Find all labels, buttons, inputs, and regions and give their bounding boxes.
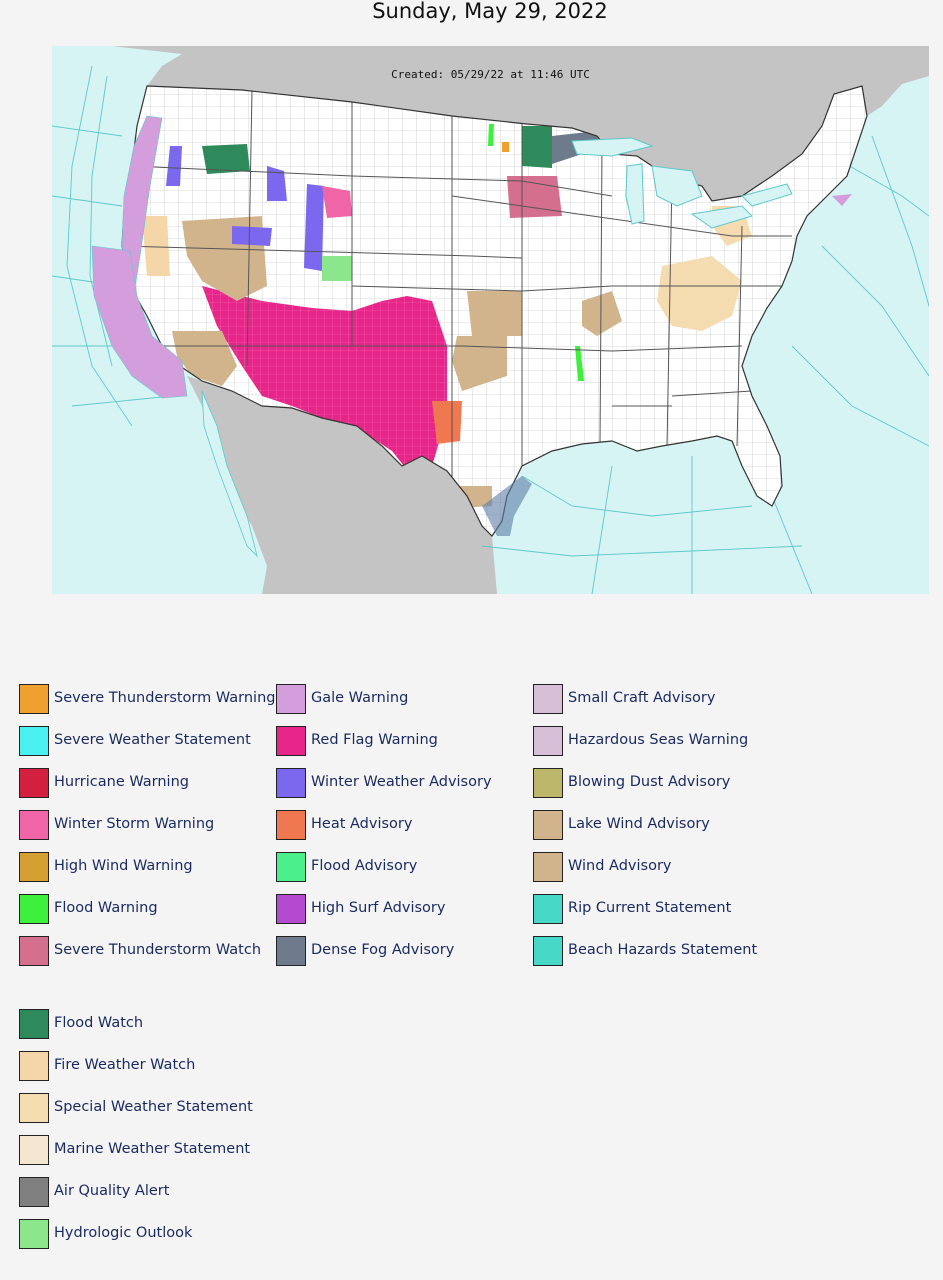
legend-label: Hazardous Seas Warning bbox=[568, 732, 749, 748]
legend-label: Dense Fog Advisory bbox=[311, 942, 455, 958]
legend-label: Severe Thunderstorm Warning bbox=[54, 690, 276, 706]
page-date-title: Sunday, May 29, 2022 bbox=[372, 0, 608, 23]
legend-label: Flood Warning bbox=[54, 900, 158, 916]
legend-label: High Wind Warning bbox=[54, 858, 193, 874]
legend-swatch bbox=[533, 936, 563, 966]
legend-label: Red Flag Warning bbox=[311, 732, 438, 748]
legend-label: Rip Current Statement bbox=[568, 900, 732, 916]
legend-swatch bbox=[533, 684, 563, 714]
legend-swatch bbox=[19, 1135, 49, 1165]
legend-swatch bbox=[533, 726, 563, 756]
us-hazard-map-graphic bbox=[52, 46, 929, 594]
legend-swatch bbox=[19, 768, 49, 798]
legend-label: Winter Weather Advisory bbox=[311, 774, 492, 790]
legend-swatch bbox=[276, 684, 306, 714]
legend-label: Beach Hazards Statement bbox=[568, 942, 758, 958]
legend-label: Blowing Dust Advisory bbox=[568, 774, 731, 790]
hazard-map[interactable]: Created: 05/29/22 at 11:46 UTC bbox=[52, 46, 929, 594]
legend-swatch bbox=[276, 726, 306, 756]
legend-swatch bbox=[19, 684, 49, 714]
legend-label: Wind Advisory bbox=[568, 858, 672, 874]
legend-swatch bbox=[533, 810, 563, 840]
legend-label: High Surf Advisory bbox=[311, 900, 446, 916]
legend-label: Special Weather Statement bbox=[54, 1099, 253, 1115]
legend-swatch bbox=[533, 852, 563, 882]
legend-swatch bbox=[276, 810, 306, 840]
legend-label: Hurricane Warning bbox=[54, 774, 189, 790]
legend-label: Severe Thunderstorm Watch bbox=[54, 942, 262, 958]
legend-swatch bbox=[533, 768, 563, 798]
legend-label: Winter Storm Warning bbox=[54, 816, 215, 832]
legend-label: Flood Watch bbox=[54, 1015, 144, 1031]
legend-label: Severe Weather Statement bbox=[54, 732, 251, 748]
legend-swatch bbox=[276, 768, 306, 798]
legend-swatch bbox=[19, 1051, 49, 1081]
legend-swatch bbox=[19, 810, 49, 840]
legend-swatch bbox=[19, 1009, 49, 1039]
legend-swatch bbox=[19, 1177, 49, 1207]
created-timestamp: Created: 05/29/22 at 11:46 UTC bbox=[391, 68, 590, 81]
legend-swatch bbox=[19, 726, 49, 756]
legend-label: Fire Weather Watch bbox=[54, 1057, 196, 1073]
legend-label: Air Quality Alert bbox=[54, 1183, 170, 1199]
legend-swatch bbox=[19, 936, 49, 966]
legend-swatch bbox=[19, 894, 49, 924]
legend-label: Hydrologic Outlook bbox=[54, 1225, 193, 1241]
legend-label: Heat Advisory bbox=[311, 816, 413, 832]
legend-swatch bbox=[276, 852, 306, 882]
legend-swatch bbox=[19, 852, 49, 882]
legend-swatch bbox=[19, 1093, 49, 1123]
legend-label: Lake Wind Advisory bbox=[568, 816, 710, 832]
legend-swatch bbox=[533, 894, 563, 924]
legend-label: Marine Weather Statement bbox=[54, 1141, 251, 1157]
legend-swatch bbox=[19, 1219, 49, 1249]
legend-swatch bbox=[276, 894, 306, 924]
legend-swatch bbox=[276, 936, 306, 966]
legend-label: Small Craft Advisory bbox=[568, 690, 716, 706]
legend-label: Flood Advisory bbox=[311, 858, 418, 874]
legend-label: Gale Warning bbox=[311, 690, 409, 706]
